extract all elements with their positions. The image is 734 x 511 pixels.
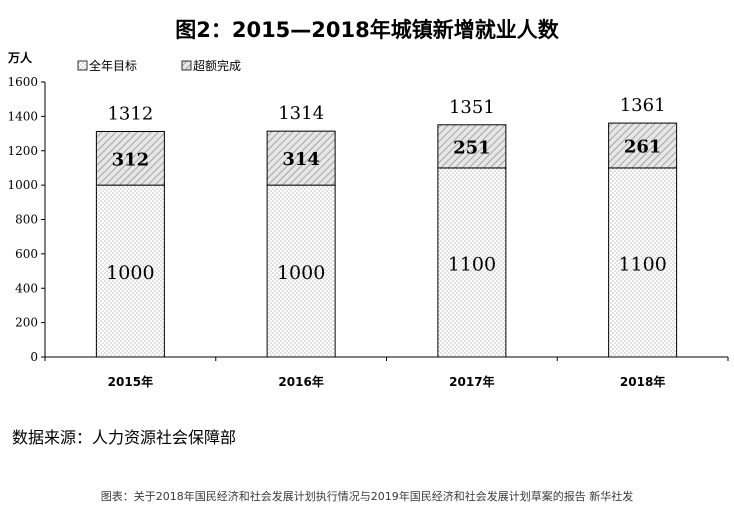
- y-tick-label: 1600: [7, 75, 38, 89]
- bar-label-excess: 261: [624, 137, 662, 158]
- bar-label-total: 1361: [620, 95, 666, 116]
- bar-target-2018年: [608, 167, 678, 358]
- legend: 全年目标 超额完成: [77, 58, 241, 73]
- bar-target-2016年: [266, 184, 336, 358]
- legend-swatch-excess: [181, 60, 192, 71]
- bar-excess-2018年: [608, 122, 678, 169]
- bar-target-2017年: [437, 167, 507, 358]
- y-tick-label: 1000: [7, 178, 38, 192]
- bar-excess-2017年: [437, 124, 507, 169]
- y-unit-label: 万人: [7, 50, 33, 65]
- x-tick-label: 2015年: [108, 374, 153, 389]
- bar-chart: 万人 全年目标 超额完成 0 200 400 600 800 1000 1200 1400 16…: [7, 50, 729, 389]
- bar-label-excess: 312: [112, 149, 150, 170]
- legend-label-target: 全年目标: [89, 58, 137, 73]
- chart-title: 图2：2015—2018年城镇新增就业人数: [175, 18, 559, 42]
- y-tick-label: 1400: [7, 109, 38, 123]
- legend-swatch-target: [77, 60, 88, 71]
- bar-excess-2016年: [266, 130, 336, 186]
- legend-label-excess: 超额完成: [193, 58, 241, 73]
- bar-label-target: 1000: [106, 262, 154, 284]
- bar-label-target: 1100: [448, 253, 496, 275]
- x-tick-label: 2016年: [278, 374, 323, 389]
- y-tick-label: 400: [15, 281, 38, 295]
- y-tick-label: 1200: [7, 144, 38, 158]
- y-tick-label: 800: [15, 213, 38, 227]
- bar-label-excess: 314: [282, 149, 320, 170]
- x-tick-label: 2017年: [449, 374, 494, 389]
- bar-label-total: 1312: [107, 104, 153, 125]
- x-tick-label: 2018年: [620, 374, 665, 389]
- bar-label-excess: 251: [453, 137, 491, 158]
- bar-excess-2015年: [95, 131, 165, 186]
- data-source-note: 数据来源：人力资源社会保障部: [12, 428, 237, 447]
- image-caption: 图表：关于2018年国民经济和社会发展计划执行情况与2019年国民经济和社会发展…: [100, 490, 634, 503]
- y-tick-label: 600: [15, 247, 38, 261]
- bar-label-total: 1351: [449, 97, 495, 118]
- y-tick-label: 200: [15, 316, 38, 330]
- bar-label-target: 1000: [277, 262, 325, 284]
- bar-label-target: 1100: [618, 253, 666, 275]
- y-tick-label: 0: [30, 350, 38, 364]
- bar-label-total: 1314: [278, 103, 324, 124]
